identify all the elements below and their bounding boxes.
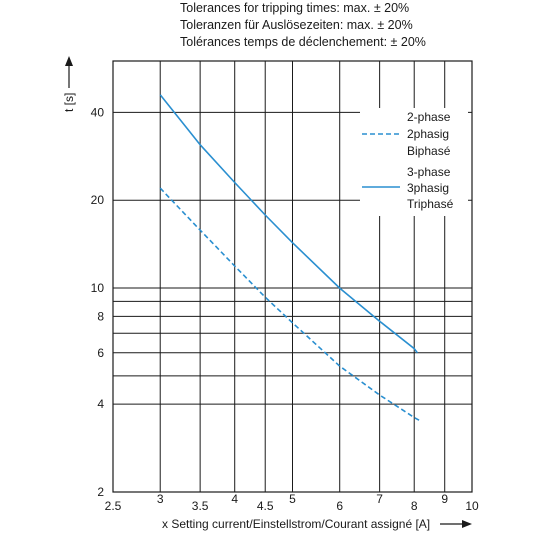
legend-label-3-phase-en: 3-phase <box>407 165 451 179</box>
x-axis-label: x Setting current/Einstellstrom/Courant … <box>162 517 472 531</box>
x-tick-label-10: 10 <box>465 499 479 513</box>
tolerance-line-2: Toleranzen für Auslösezeiten: max. ± 20% <box>180 18 413 32</box>
y-axis-title: t [s] <box>62 93 76 112</box>
x-tick-label-4-5: 4.5 <box>257 499 274 513</box>
x-tick-label-3-5: 3.5 <box>192 499 209 513</box>
y-axis-arrow-head <box>65 56 73 66</box>
y-tick-label-20: 20 <box>91 193 105 207</box>
series-line-2-phase <box>159 187 421 422</box>
tolerance-line-1: Tolerances for tripping times: max. ± 20… <box>180 1 410 15</box>
y-tick-label-40: 40 <box>91 105 105 119</box>
y-tick-label-2: 2 <box>97 485 104 499</box>
y-axis-label: t [s] <box>62 56 76 112</box>
y-tick-labels: 2 4 6 8 10 20 40 <box>91 105 105 499</box>
x-tick-label-8: 8 <box>411 499 418 513</box>
series-line-3-phase <box>159 94 419 354</box>
x-tick-label-2-5: 2.5 <box>105 499 122 513</box>
plot-frame <box>112 60 473 493</box>
y-tick-label-10: 10 <box>91 281 105 295</box>
legend-label-2-phase-fr: Biphasé <box>407 144 451 158</box>
legend-label-3-phase-fr: Triphasé <box>407 197 454 211</box>
x-tick-labels: 2.5 3 3.5 4 4.5 5 6 7 8 9 10 <box>105 492 479 513</box>
legend-label-2-phase-de: 2phasig <box>407 127 449 141</box>
x-tick-label-5: 5 <box>289 492 296 506</box>
y-tick-label-4: 4 <box>97 397 104 411</box>
x-tick-label-9: 9 <box>441 492 448 506</box>
x-tick-label-7: 7 <box>376 492 383 506</box>
tolerance-line-3: Tolérances temps de déclenchement: ± 20% <box>180 35 426 49</box>
y-tick-label-6: 6 <box>97 346 104 360</box>
legend: 2-phase 2phasig Biphasé 3-phase 3phasig … <box>360 108 468 216</box>
x-axis-title: x Setting current/Einstellstrom/Courant … <box>162 517 430 531</box>
y-tick-label-8: 8 <box>97 309 104 323</box>
x-tick-label-6: 6 <box>336 499 343 513</box>
x-tick-label-4: 4 <box>231 492 238 506</box>
x-axis-arrow-head <box>462 520 472 528</box>
legend-label-3-phase-de: 3phasig <box>407 181 449 195</box>
series-layer <box>159 94 421 422</box>
x-tick-label-3: 3 <box>157 492 164 506</box>
legend-label-2-phase-en: 2-phase <box>407 110 451 124</box>
legend-background <box>360 108 468 216</box>
